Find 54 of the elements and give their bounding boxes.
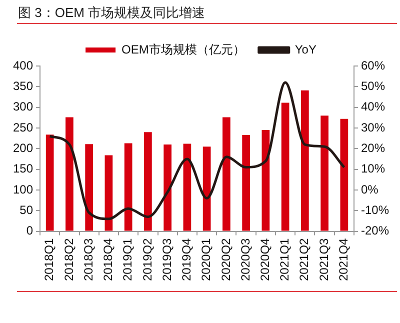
bar [222, 117, 230, 231]
x-tick-label: 2020Q2 [218, 238, 233, 281]
x-tick-label: 2019Q3 [160, 238, 174, 281]
y2-tick-label: 30% [360, 120, 386, 134]
y-tick-label: 400 [12, 58, 34, 72]
bar [202, 146, 211, 231]
x-tick-label: 2020Q4 [258, 238, 272, 281]
legend-label: YoY [294, 42, 316, 56]
x-tick-label: 2018Q4 [101, 238, 116, 281]
x-tick-label: 2019Q4 [180, 238, 194, 281]
x-tick-label: 2021Q3 [316, 238, 331, 281]
x-tick-label: 2018Q1 [42, 238, 56, 281]
bar [85, 144, 94, 231]
line-series [48, 81, 346, 220]
bar [164, 144, 172, 231]
x-tick-label: 2018Q3 [81, 238, 96, 281]
y-tick-label: 150 [12, 162, 34, 176]
y2-tick-label: 10% [360, 162, 386, 176]
bar [46, 134, 54, 231]
bar [144, 132, 152, 231]
bar [262, 130, 270, 231]
y-tick-label: 250 [12, 120, 34, 134]
bar [301, 90, 309, 231]
bar [183, 144, 192, 231]
y2-tick-label: 20% [360, 140, 386, 155]
bar [340, 118, 348, 231]
y-tick-label: 0 [26, 224, 34, 238]
y-tick-label: 50 [20, 202, 34, 217]
chart-title: 图 3：OEM 市场规模及同比增速 [18, 4, 206, 22]
bar [66, 117, 74, 231]
y2-tick-label: 40% [360, 100, 386, 114]
y-tick-label: 200 [12, 140, 34, 155]
bar [124, 143, 132, 231]
bar [281, 102, 290, 231]
bar [242, 135, 250, 231]
x-tick-label: 2019Q1 [120, 238, 135, 281]
y-tick-label: 100 [12, 182, 34, 196]
x-tick-label: 2021Q4 [336, 238, 350, 281]
legend-label: OEM市场规模（亿元） [122, 42, 245, 56]
x-tick-label: 2019Q2 [140, 238, 154, 281]
y-tick-label: 350 [12, 78, 34, 93]
x-tick-label: 2020Q3 [238, 238, 252, 281]
y2-tick-label: -10% [360, 202, 390, 217]
bar [320, 116, 328, 231]
y2-tick-label: -20% [360, 224, 390, 238]
y-tick-label: 300 [12, 100, 34, 114]
y2-tick-label: 60% [360, 58, 386, 72]
x-tick-label: 2021Q2 [297, 238, 312, 281]
x-tick-label: 2021Q1 [278, 238, 292, 281]
y2-tick-label: 50% [360, 78, 386, 93]
y2-tick-label: 0% [360, 182, 379, 196]
x-tick-label: 2018Q2 [62, 238, 76, 281]
x-tick-label: 2020Q1 [199, 238, 214, 281]
bar [104, 155, 113, 231]
